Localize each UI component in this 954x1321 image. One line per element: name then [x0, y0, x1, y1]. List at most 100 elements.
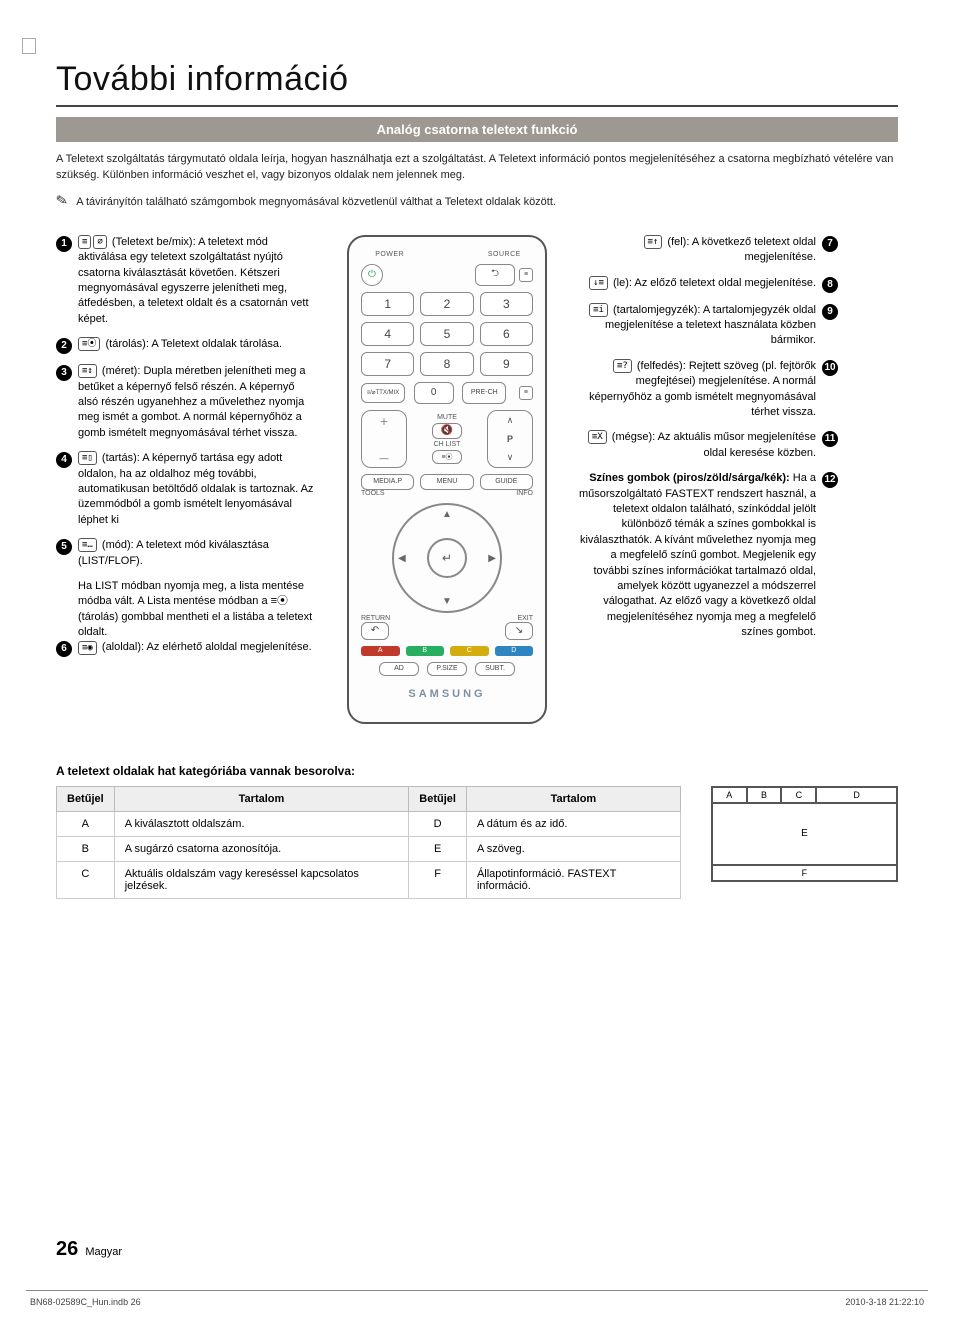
th-part-2: Betűjel — [409, 786, 467, 811]
blue-button[interactable]: D — [495, 646, 534, 656]
num-2[interactable]: 2 — [420, 292, 473, 316]
intro-block: A Teletext szolgáltatás tárgymutató olda… — [56, 152, 898, 184]
num-6[interactable]: 6 — [480, 322, 533, 346]
teletext-key-icon: ↓≡ — [589, 276, 608, 290]
item-subtext: Ha LIST módban nyomja meg, a lista menté… — [78, 579, 316, 641]
num-1[interactable]: 1 — [361, 292, 414, 316]
note-line: ✎ A távirányítón található számgombok me… — [56, 190, 898, 211]
item-text: ≡i (tartalomjegyzék): A tartalomjegyzék … — [578, 303, 816, 349]
table-row: CAktuális oldalszám vagy kereséssel kapc… — [57, 861, 681, 898]
title-rule — [56, 105, 898, 107]
item-number-badge: 2 — [56, 338, 72, 354]
num-4[interactable]: 4 — [361, 322, 414, 346]
power-label: POWER — [361, 251, 418, 258]
chlist-aux[interactable]: ≡⦿ — [432, 450, 462, 464]
prech-aux[interactable]: ≡ — [519, 386, 533, 400]
num-8[interactable]: 8 — [420, 352, 473, 376]
footer-rule — [26, 1290, 928, 1291]
num-9[interactable]: 9 — [480, 352, 533, 376]
item-number-badge: 4 — [56, 452, 72, 468]
mute-button[interactable]: 🔇 — [432, 423, 462, 439]
teletext-key-icon: ≡⦿ — [78, 337, 100, 351]
teletext-key-icon: ≡… — [78, 538, 97, 552]
list-item: 9≡i (tartalomjegyzék): A tartalomjegyzék… — [578, 303, 838, 349]
diagram-a: A — [712, 787, 747, 803]
number-pad: 1 2 3 4 5 6 7 8 9 — [361, 292, 533, 376]
num-3[interactable]: 3 — [480, 292, 533, 316]
cell-content: A sugárzó csatorna azonosítója. — [114, 836, 409, 861]
item-text: ≡… (mód): A teletext mód kiválasztása (L… — [78, 538, 316, 569]
doc-ref: BN68-02589C_Hun.indb 26 — [30, 1297, 141, 1307]
volume-rocker[interactable]: ＋— — [361, 410, 407, 468]
item-number-badge: 1 — [56, 236, 72, 252]
teletext-key-icon: ≡▯ — [78, 451, 97, 465]
teletext-key-icon: ≡◉ — [78, 641, 97, 655]
subt-button[interactable]: SUBT. — [475, 662, 515, 676]
item-number-badge: 5 — [56, 539, 72, 555]
th-content-1: Tartalom — [114, 786, 409, 811]
psize-button[interactable]: P.SIZE — [427, 662, 467, 676]
list-item: 1 ≡⌀ (Teletext be/mix): A teletext mód ak… — [56, 235, 316, 327]
menu-button[interactable]: MENU — [420, 474, 473, 490]
exit-button[interactable]: ↘ — [505, 622, 533, 640]
color-button-label: B — [406, 646, 445, 656]
section-band: Analóg csatorna teletext funkció — [56, 117, 898, 142]
dpad[interactable]: ↵ ▲▼◀▶ — [392, 503, 502, 613]
color-button-label: D — [495, 646, 534, 656]
return-label: RETURN — [361, 615, 390, 622]
guide-button[interactable]: GUIDE — [480, 474, 533, 490]
red-button[interactable]: A — [361, 646, 400, 656]
source-button[interactable]: ⮌ — [475, 264, 515, 286]
item-text: ≡⌀ (Teletext be/mix): A teletext mód akt… — [78, 235, 316, 327]
cell-part: D — [409, 811, 467, 836]
mute-label: MUTE — [437, 414, 457, 421]
item-number-badge: 12 — [822, 472, 838, 488]
list-item: 2 ≡⦿ (tárolás): A Teletext oldalak tárolá… — [56, 337, 316, 354]
table-caption: A teletext oldalak hat kategóriába vanna… — [56, 764, 898, 778]
ok-button[interactable]: ↵ — [427, 538, 467, 578]
item-text: ≡⦿ (tárolás): A Teletext oldalak tárolás… — [78, 337, 316, 352]
list-item: 6≡◉ (aloldal): Az elérhető aloldal megje… — [56, 640, 316, 657]
cell-content: Állapotinformáció. FASTEXT információ. — [466, 861, 680, 898]
item-text: ≡X (mégse): Az aktuális műsor megjelenít… — [578, 430, 816, 461]
ttx-mix-button[interactable]: ≡/⌀TTX/MIX — [361, 383, 405, 403]
item-text: ≡↕ (méret): Dupla méretben jelenítheti m… — [78, 364, 316, 441]
cell-part: F — [409, 861, 467, 898]
teletext-key-icon: ⌀ — [93, 235, 106, 249]
item-text: ≡▯ (tartás): A képernyő tartása egy adot… — [78, 451, 316, 528]
page-title: További információ — [56, 60, 898, 99]
return-button[interactable]: ↶ — [361, 622, 389, 640]
exit-label: EXIT — [517, 615, 533, 622]
item-text: ≡◉ (aloldal): Az elérhető aloldal megjel… — [78, 640, 316, 655]
num-5[interactable]: 5 — [420, 322, 473, 346]
cell-content: A szöveg. — [466, 836, 680, 861]
channel-rocker[interactable]: ∧P∨ — [487, 410, 533, 468]
remote-control: POWER SOURCE ⏻ ⮌ ≡ 1 2 3 4 5 6 7 — [347, 235, 547, 724]
list-item: 4 ≡▯ (tartás): A képernyő tartása egy ado… — [56, 451, 316, 528]
ad-button[interactable]: AD — [379, 662, 419, 676]
yellow-button[interactable]: C — [450, 646, 489, 656]
num-7[interactable]: 7 — [361, 352, 414, 376]
diagram-c: C — [781, 787, 816, 803]
num-0[interactable]: 0 — [414, 382, 454, 404]
teletext-key-icon: ≡↕ — [78, 364, 97, 378]
source-label: SOURCE — [476, 251, 533, 258]
chlist-label: CH LIST — [434, 441, 461, 448]
cell-content: A dátum és az idő. — [466, 811, 680, 836]
green-button[interactable]: B — [406, 646, 445, 656]
table-row: BA sugárzó csatorna azonosítója.EA szöve… — [57, 836, 681, 861]
right-column: 7≡↑ (fel): A következő teletext oldal me… — [578, 235, 838, 651]
doc-timestamp: 2010-3-18 21:22:10 — [845, 1297, 924, 1307]
src-aux-button[interactable]: ≡ — [519, 268, 533, 282]
item-number-badge: 3 — [56, 365, 72, 381]
cell-part: E — [409, 836, 467, 861]
info-label: INFO — [516, 490, 533, 497]
pre-ch-button[interactable]: PRE-CH — [462, 382, 506, 404]
diagram-e: E — [712, 803, 897, 865]
power-button[interactable]: ⏻ — [361, 264, 383, 286]
mediap-button[interactable]: MEDIA.P — [361, 474, 414, 490]
color-buttons[interactable]: A B C D — [361, 646, 533, 656]
list-item: 11 ≡X (mégse): Az aktuális műsor megjelen… — [578, 430, 838, 461]
page-corner-tab — [22, 38, 36, 54]
item-number-badge: 11 — [822, 431, 838, 447]
